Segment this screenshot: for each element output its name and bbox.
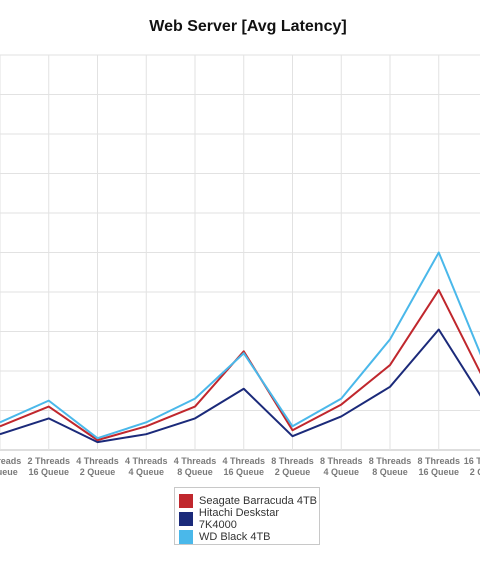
series-line-1: [0, 328, 480, 444]
x-tick-label: 4 Threads 2 Queue: [76, 456, 119, 477]
legend-swatch-hitachi: [179, 512, 193, 526]
legend-item-seagate[interactable]: Seagate Barracuda 4TB: [179, 492, 319, 510]
x-tick-label: 8 Threads 4 Queue: [320, 456, 363, 477]
x-tick-label: 2 Threads 16 Queue: [27, 456, 70, 477]
chart-title: Web Server [Avg Latency]: [149, 18, 347, 35]
x-tick-label: 8 Threads 2 Queue: [271, 456, 314, 477]
legend-label-wd: WD Black 4TB: [199, 531, 271, 543]
series-line-2: [0, 251, 480, 440]
x-tick-label: 8 Threads 8 Queue: [369, 456, 412, 477]
x-tick-label: 4 Threads 4 Queue: [125, 456, 168, 477]
legend-swatch-seagate: [179, 494, 193, 508]
x-tick-label: 4 Threads 8 Queue: [174, 456, 217, 477]
legend-swatch-wd: [179, 530, 193, 544]
series-line-0: [0, 289, 480, 442]
legend-item-wd[interactable]: WD Black 4TB: [179, 528, 319, 546]
chart-legend: Seagate Barracuda 4TB Hitachi Deskstar 7…: [174, 487, 320, 545]
legend-label-hitachi: Hitachi Deskstar 7K4000: [198, 507, 279, 531]
x-tick-label: 8 Threads 16 Queue: [417, 456, 460, 477]
legend-label-seagate: Seagate Barracuda 4TB: [199, 495, 318, 507]
x-tick-label: 4 Threads 16 Queue: [222, 456, 265, 477]
legend-item-hitachi[interactable]: Hitachi Deskstar 7K4000: [179, 507, 319, 531]
